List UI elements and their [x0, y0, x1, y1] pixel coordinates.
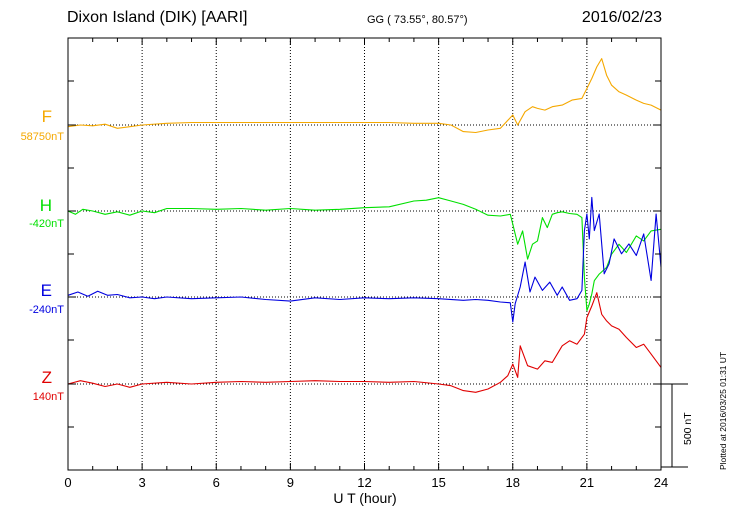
channel-e-label: E — [40, 281, 52, 300]
channel-h-baseline: -420nT — [29, 218, 64, 230]
channel-z-baseline: 140nT — [32, 391, 64, 403]
series-line-e — [67, 196, 662, 323]
plotted-timestamp: Plotted at 2016/03/25 01:31 UT — [718, 351, 728, 470]
grid-layer — [68, 38, 661, 470]
series-line-h — [67, 197, 662, 312]
channel-f-label: F — [41, 107, 52, 126]
x-axis-label: U T (hour) — [333, 490, 396, 506]
x-tick-label: 12 — [357, 475, 371, 490]
channel-h-label: H — [39, 196, 52, 215]
channel-z-label: Z — [41, 368, 52, 387]
x-tick-label: 3 — [139, 475, 146, 490]
x-tick-label: 6 — [213, 475, 220, 490]
x-tick-label: 24 — [654, 475, 668, 490]
x-tick-label: 21 — [580, 475, 594, 490]
x-tick-label: 0 — [64, 475, 71, 490]
series-line-f — [67, 58, 662, 134]
series-layer — [67, 58, 662, 393]
scale-bar-label: 500 nT — [682, 412, 694, 445]
x-tick-label: 18 — [506, 475, 520, 490]
channel-f-baseline: 58750nT — [20, 131, 64, 143]
plot-date: 2016/02/23 — [581, 9, 662, 26]
axis-layer: 0 3 6 9 12 15 18 21 24 — [64, 37, 688, 490]
geographic-coords: GG ( 73.55°, 80.57°) — [367, 14, 468, 26]
x-tick-label: 9 — [287, 475, 294, 490]
x-tick-label: 15 — [431, 475, 445, 490]
channel-e-baseline: -240nT — [29, 304, 64, 316]
station-title: Dixon Island (DIK) [AARI] — [67, 9, 248, 26]
series-line-z — [67, 292, 662, 393]
